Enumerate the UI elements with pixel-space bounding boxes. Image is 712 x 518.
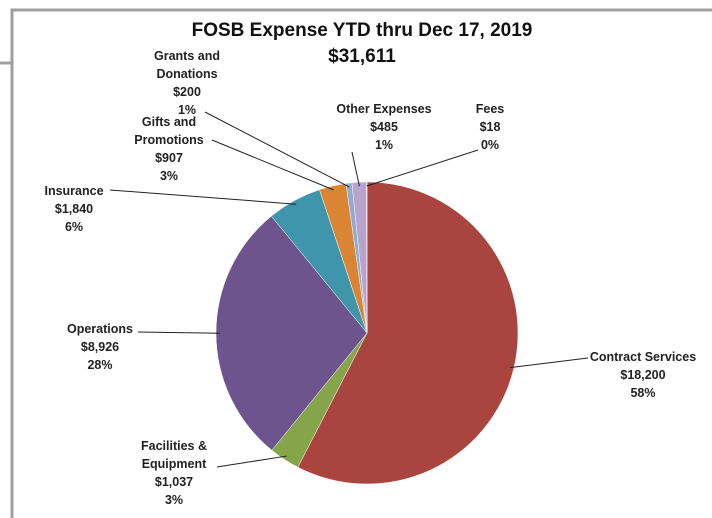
slice-percent: 1% [177,103,197,117]
leader-line [204,111,350,188]
slice-label: Contract Services $18,200 58% [582,348,704,402]
slice-label: Insurance $1,840 6% [38,182,110,236]
pie-slice [366,181,368,334]
slice-percent: 3% [159,169,179,183]
slice-label: Gifts and Promotions $907 3% [123,113,215,185]
slice-label: Other Expenses $485 1% [328,100,440,154]
slice-name: Insurance [44,184,104,198]
slice-value: $18 [479,120,501,134]
pie-slice [297,181,519,485]
slice-value: $1,037 [154,475,194,489]
slice-name: Operations [67,322,133,336]
leader-line [366,149,479,187]
slice-percent: 0% [480,138,500,152]
leader-line [137,331,221,334]
slice-name: Other Expenses [336,102,432,116]
slice-name: Facilities & Equipment [141,439,207,471]
leader-line [509,357,589,369]
slice-value: $8,926 [80,340,120,354]
slice-name: Fees [475,102,505,116]
slice-value: $200 [173,85,201,99]
slice-percent: 6% [64,220,84,234]
chart-title: FOSB Expense YTD thru Dec 17, 2019 [191,20,533,41]
slice-percent: 1% [374,138,394,152]
slice-value: $18,200 [620,368,666,382]
slice-percent: 28% [87,358,113,372]
slice-name: Gifts and Promotions [134,115,204,147]
slice-label: Fees $18 0% [465,100,515,154]
slice-name: Grants and Donations [154,49,220,81]
slice-name: Contract Services [589,350,697,364]
slice-label: Operations $8,926 28% [55,320,145,374]
slice-label: Facilities & Equipment $1,037 3% [128,437,220,509]
slice-percent: 58% [630,386,656,400]
slice-value: $1,840 [54,202,94,216]
slice-value: $485 [370,120,398,134]
leader-line [211,139,334,191]
leader-line [109,189,297,205]
slice-value: $907 [155,151,183,165]
chart-subtitle: $31,611 [328,46,396,67]
slice-percent: 3% [164,493,184,507]
slice-label: Grants and Donations $200 1% [143,47,231,119]
leader-line [351,151,360,187]
leader-line [216,455,287,468]
